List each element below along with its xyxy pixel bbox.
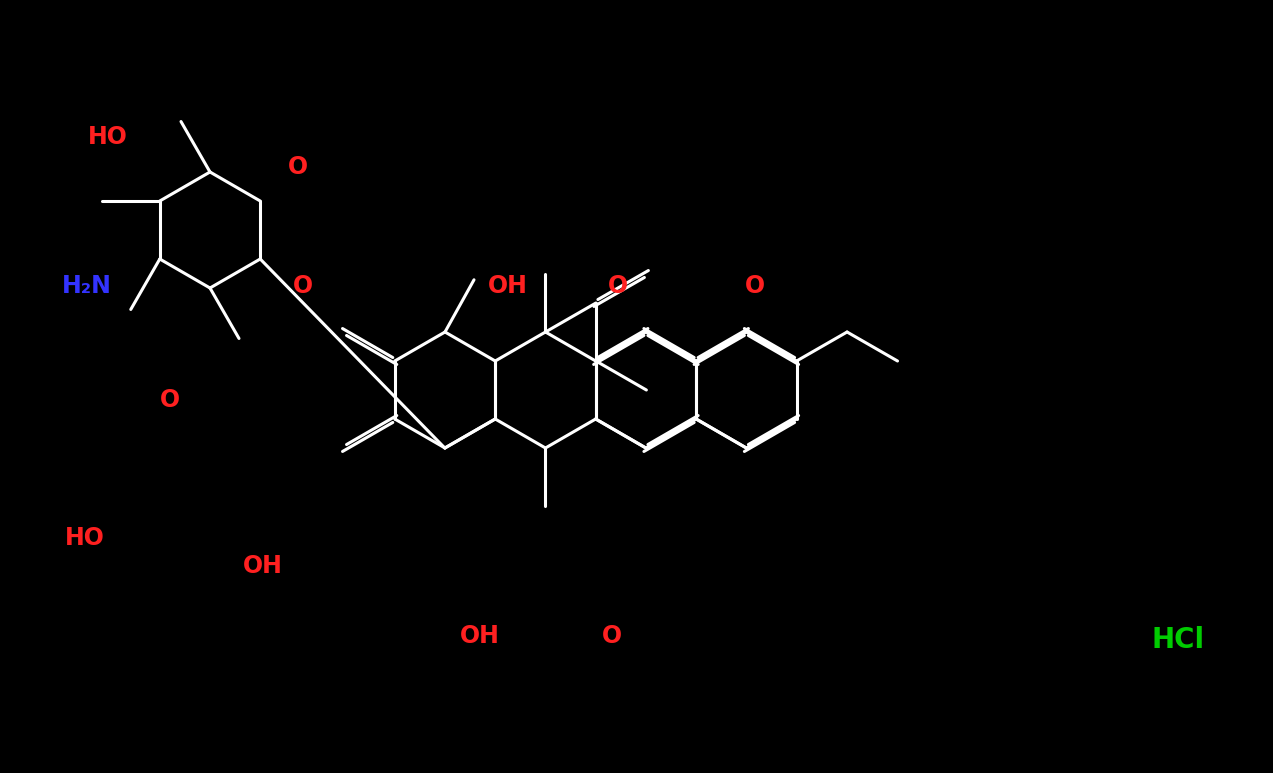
- Text: OH: OH: [488, 274, 528, 298]
- Text: O: O: [288, 155, 308, 179]
- Text: HCl: HCl: [1152, 626, 1206, 654]
- Text: OH: OH: [243, 554, 283, 578]
- Text: O: O: [293, 274, 313, 298]
- Text: HO: HO: [88, 125, 127, 149]
- Text: O: O: [745, 274, 765, 298]
- Text: O: O: [602, 624, 622, 648]
- Text: O: O: [608, 274, 628, 298]
- Text: H₂N: H₂N: [62, 274, 112, 298]
- Text: HO: HO: [65, 526, 104, 550]
- Text: O: O: [160, 388, 179, 412]
- Text: OH: OH: [460, 624, 500, 648]
